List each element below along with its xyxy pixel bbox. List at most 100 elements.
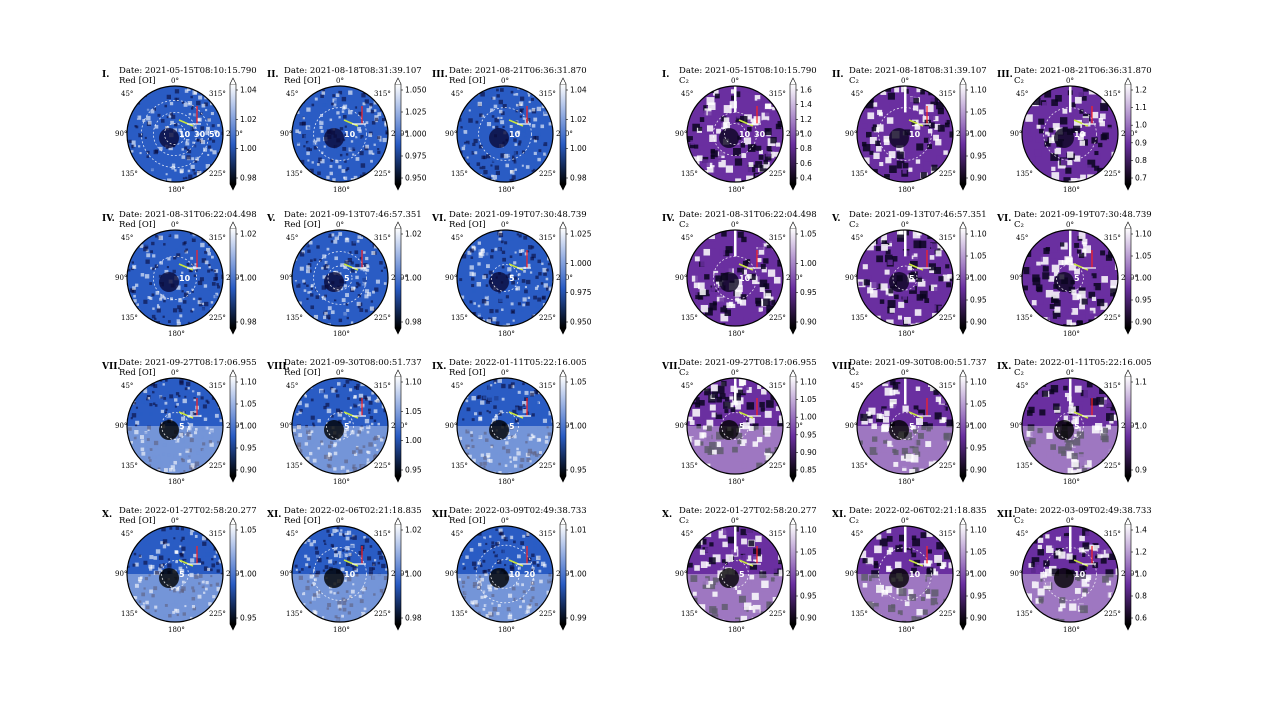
panel-numeral: XII. [997,510,1016,520]
panel-band: C₂ [1014,76,1024,86]
colorbar-tick-label: 1.10 [970,230,987,239]
angle-label: 0° [501,77,509,85]
colorbar [789,523,797,625]
angle-label: 225° [939,462,956,470]
angle-label: 225° [539,314,556,322]
c2-panel-1: I. Date: 2021-05-15T08:10:15.790 C₂ 10 30 0° 4… [662,66,860,206]
panel-numeral: VII. [662,362,681,372]
colorbar-tick-label: 1.05 [800,230,817,239]
panel-numeral: VI. [997,214,1012,224]
panel-numeral: IV. [102,214,115,224]
angle-label: 135° [286,170,303,178]
angle-label: 180° [728,478,745,486]
angle-label: 180° [333,626,350,634]
c2-panel-6: VI. Date: 2021-09-19T07:30:48.739 C₂ 5 0° 45°… [997,210,1195,350]
colorbar-tick-label: 1.05 [970,400,987,409]
angle-label: 45° [1016,530,1028,538]
c2-panel-4: IV. Date: 2021-08-31T06:22:04.498 C₂ 10 0° 45… [662,210,860,350]
angle-label: 90° [280,274,292,282]
angle-label: 135° [681,610,698,618]
angle-label: 225° [374,462,391,470]
sky-disk-plot: 50°45°315°90°270°135°225°180°1.0251.0000… [445,221,592,338]
angle-label: 90° [115,570,127,578]
colorbar-tick-label: 1.05 [970,252,987,261]
angle-label: 90° [845,422,857,430]
colorbar-tick-label: 1.050 [405,86,427,95]
sky-disk-plot: 1030500°45°315°90°270°135°225°180°1.041.… [115,77,257,194]
panel-numeral: II. [267,70,279,80]
ring-label: 10 [179,274,191,283]
panel-numeral: XI. [267,510,282,520]
colorbar-tick-label: 0.85 [800,466,817,475]
colorbar-tick-label: 0.95 [970,592,987,601]
oi-panel-7: VII. Date: 2021-09-27T08:17:06.955 Red [OI… [102,358,300,498]
panel-numeral: VI. [432,214,447,224]
angle-label: 45° [1016,234,1028,242]
panel-numeral: X. [662,510,673,520]
panel-date: Date: 2021-09-27T08:17:06.955 [679,358,817,368]
angle-label: 225° [539,170,556,178]
panel-band: Red [OI] [119,76,156,86]
c2-panel-8: VIII. Date: 2021-09-30T08:00:51.737 C₂ 5 0° 4… [832,358,1030,498]
oi-panel-10: X. Date: 2022-01-27T02:58:20.277 Red [OI] 5… [102,506,300,646]
panel-band: Red [OI] [449,516,486,526]
colorbar-tick-label: 0.98 [570,174,587,183]
angle-label: 225° [209,170,226,178]
angle-label: 90° [675,570,687,578]
angle-label: 315° [939,382,956,390]
panel-date: Date: 2022-01-27T02:58:20.277 [119,506,257,516]
panel-date: Date: 2021-08-21T06:36:31.870 [449,66,587,76]
panel-numeral: I. [102,70,110,80]
angle-label: 135° [681,462,698,470]
angle-label: 0° [901,369,909,377]
colorbar-tick-label: 1.4 [800,100,812,109]
angle-label: 315° [1104,234,1121,242]
angle-label: 0° [171,369,179,377]
angle-label: 180° [168,478,185,486]
angle-label: 135° [1016,170,1033,178]
panel-numeral: IX. [432,362,447,372]
ring-label: 5 [1074,422,1080,431]
colorbar-tick-label: 1.05 [240,526,257,535]
ring-label: 10 [344,130,356,139]
angle-label: 315° [1104,90,1121,98]
ring-label: 5 [509,422,515,431]
angle-label: 180° [1063,626,1080,634]
colorbar-tick-label: 1.00 [405,570,422,579]
sky-disk-plot: 100°45°315°90°270°135°225°180°1.101.051.… [845,517,987,634]
angle-label: 90° [675,130,687,138]
angle-label: 315° [539,530,556,538]
colorbar [559,375,567,477]
colorbar-tick-label: 0.950 [405,174,427,183]
colorbar-tick-label: 0.950 [570,318,592,327]
panel-band: C₂ [1014,516,1024,526]
ring-label: 10 [739,130,751,139]
angle-label: 135° [451,610,468,618]
colorbar [229,83,237,185]
colorbar-tick-label: 0.95 [240,444,257,453]
sky-disk-plot: 50°45°315°90°270°135°225°180°1.051.000.9… [115,517,257,634]
angle-label: 180° [898,330,915,338]
angle-label: 225° [1104,610,1121,618]
angle-label: 45° [451,382,463,390]
colorbar-tick-label: 0.98 [405,318,422,327]
oi-panel-3: III. Date: 2021-08-21T06:36:31.870 Red [OI… [432,66,630,206]
panel-band: Red [OI] [449,220,486,230]
colorbar-tick-label: 0.95 [800,430,817,439]
colorbar-tick-label: 0.8 [1135,592,1147,601]
colorbar-tick-label: 0.4 [800,174,812,183]
angle-label: 90° [845,274,857,282]
colorbar-tick-label: 0.90 [970,174,987,183]
angle-label: 225° [374,314,391,322]
angle-label: 180° [333,186,350,194]
angle-label: 45° [451,530,463,538]
panel-band: Red [OI] [119,220,156,230]
angle-label: 135° [121,610,138,618]
colorbar-tick-label: 0.98 [240,318,257,327]
colorbar-tick-label: 1.00 [800,413,817,422]
ring-label: 5 [739,422,745,431]
colorbar-tick-label: 1.10 [800,378,817,387]
angle-label: 315° [939,90,956,98]
angle-label: 315° [209,234,226,242]
angle-label: 180° [728,330,745,338]
